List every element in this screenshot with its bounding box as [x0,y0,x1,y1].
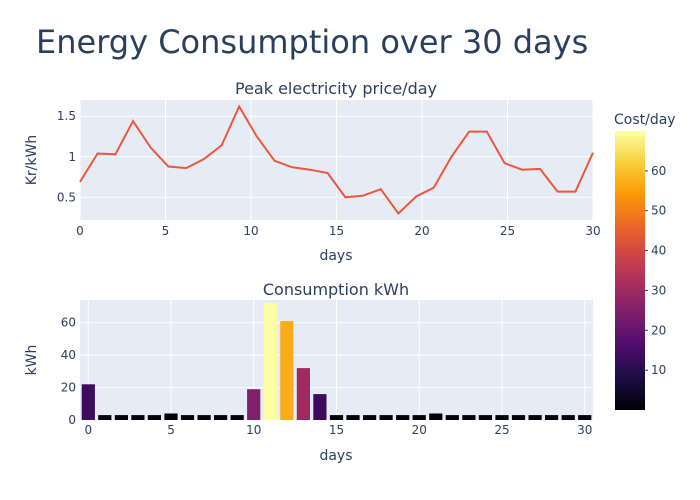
consumption-y-ticks: 0 20 40 60 [61,316,76,427]
colorbar: 10 20 30 40 50 60 Cost/day [614,112,676,410]
consumption-bar [147,415,161,420]
price-x-ticks: 0 5 10 15 20 25 30 [76,224,600,238]
consumption-bar [214,415,228,420]
colorbar-tick-label: 10 [651,363,666,377]
price-x-tick-label: 25 [500,224,515,238]
price-y-ticks: 0.5 1 1.5 [57,109,76,204]
consumption-bar [164,413,178,420]
price-x-tick-label: 15 [329,224,344,238]
consumption-bar [247,389,261,420]
consumption-bar [462,415,476,420]
consumption-bar [429,413,443,420]
consumption-x-tick-label: 20 [412,423,427,437]
consumption-bar [114,415,128,420]
consumption-bars [81,303,592,420]
colorbar-gradient [615,131,645,410]
price-x-tick-label: 0 [76,224,84,238]
colorbar-title: Cost/day [614,112,676,128]
consumption-x-tick-label: 0 [84,423,92,437]
price-gridlines [79,100,594,220]
consumption-x-tick-label: 5 [167,423,175,437]
price-y-tick-label: 1 [68,150,76,164]
price-y-tick-label: 1.5 [57,109,76,123]
colorbar-tick-label: 30 [651,283,666,297]
consumption-x-ticks: 0 5 10 15 20 25 30 [84,423,592,437]
price-x-tick-label: 10 [243,224,258,238]
consumption-x-tick-label: 10 [246,423,261,437]
consumption-bar [478,415,492,420]
consumption-bar [445,415,459,420]
consumption-bar [379,415,393,420]
price-x-axis-label: days [319,248,352,264]
consumption-bar [197,415,211,420]
consumption-y-tick-label: 40 [61,348,76,362]
colorbar-tick-label: 60 [651,164,666,178]
consumption-bar [230,415,244,420]
consumption-bar [180,415,195,420]
consumption-bar [396,415,410,420]
consumption-bar [263,303,277,420]
consumption-x-tick-label: 30 [577,423,592,437]
consumption-subplot: 0 5 10 15 20 25 30 0 20 40 60 Consumption kWh day… [24,280,593,464]
consumption-bar [511,415,526,420]
consumption-y-axis-label: kWh [24,345,40,376]
price-x-tick-label: 20 [414,224,429,238]
consumption-y-tick-label: 20 [61,381,76,395]
consumption-bar [363,415,377,420]
price-subplot: 0 5 10 15 20 25 30 0.5 1 1.5 Peak electricity pr… [24,79,601,264]
figure-title: Energy Consumption over 30 days [36,23,588,61]
consumption-bar [296,368,310,420]
consumption-y-tick-label: 0 [68,413,76,427]
colorbar-tick-label: 20 [651,323,666,337]
consumption-bar [131,415,145,420]
colorbar-tick-label: 40 [651,244,666,258]
price-y-tick-label: 0.5 [57,190,76,204]
colorbar-ticks: 10 20 30 40 50 60 [645,164,666,377]
consumption-bar [98,415,112,420]
consumption-bar [280,321,294,420]
colorbar-tick-label: 50 [651,204,666,218]
consumption-bar [561,415,575,420]
price-x-tick-label: 30 [585,224,600,238]
consumption-bar [528,415,542,420]
consumption-bar [313,394,327,420]
consumption-bar [346,415,360,420]
consumption-bar [495,415,509,420]
price-x-tick-label: 5 [162,224,170,238]
price-series-line [79,104,594,216]
consumption-x-tick-label: 15 [329,423,344,437]
consumption-bar [545,415,559,420]
consumption-bar [578,415,592,420]
consumption-bar [81,384,95,420]
consumption-bar [412,415,426,420]
consumption-y-tick-label: 60 [61,316,76,330]
consumption-bar [329,415,344,420]
price-y-axis-label: Kr/kWh [24,135,40,185]
price-subplot-title: Peak electricity price/day [235,79,437,98]
consumption-x-axis-label: days [319,448,352,464]
consumption-x-tick-label: 25 [494,423,509,437]
consumption-subplot-title: Consumption kWh [263,280,409,299]
